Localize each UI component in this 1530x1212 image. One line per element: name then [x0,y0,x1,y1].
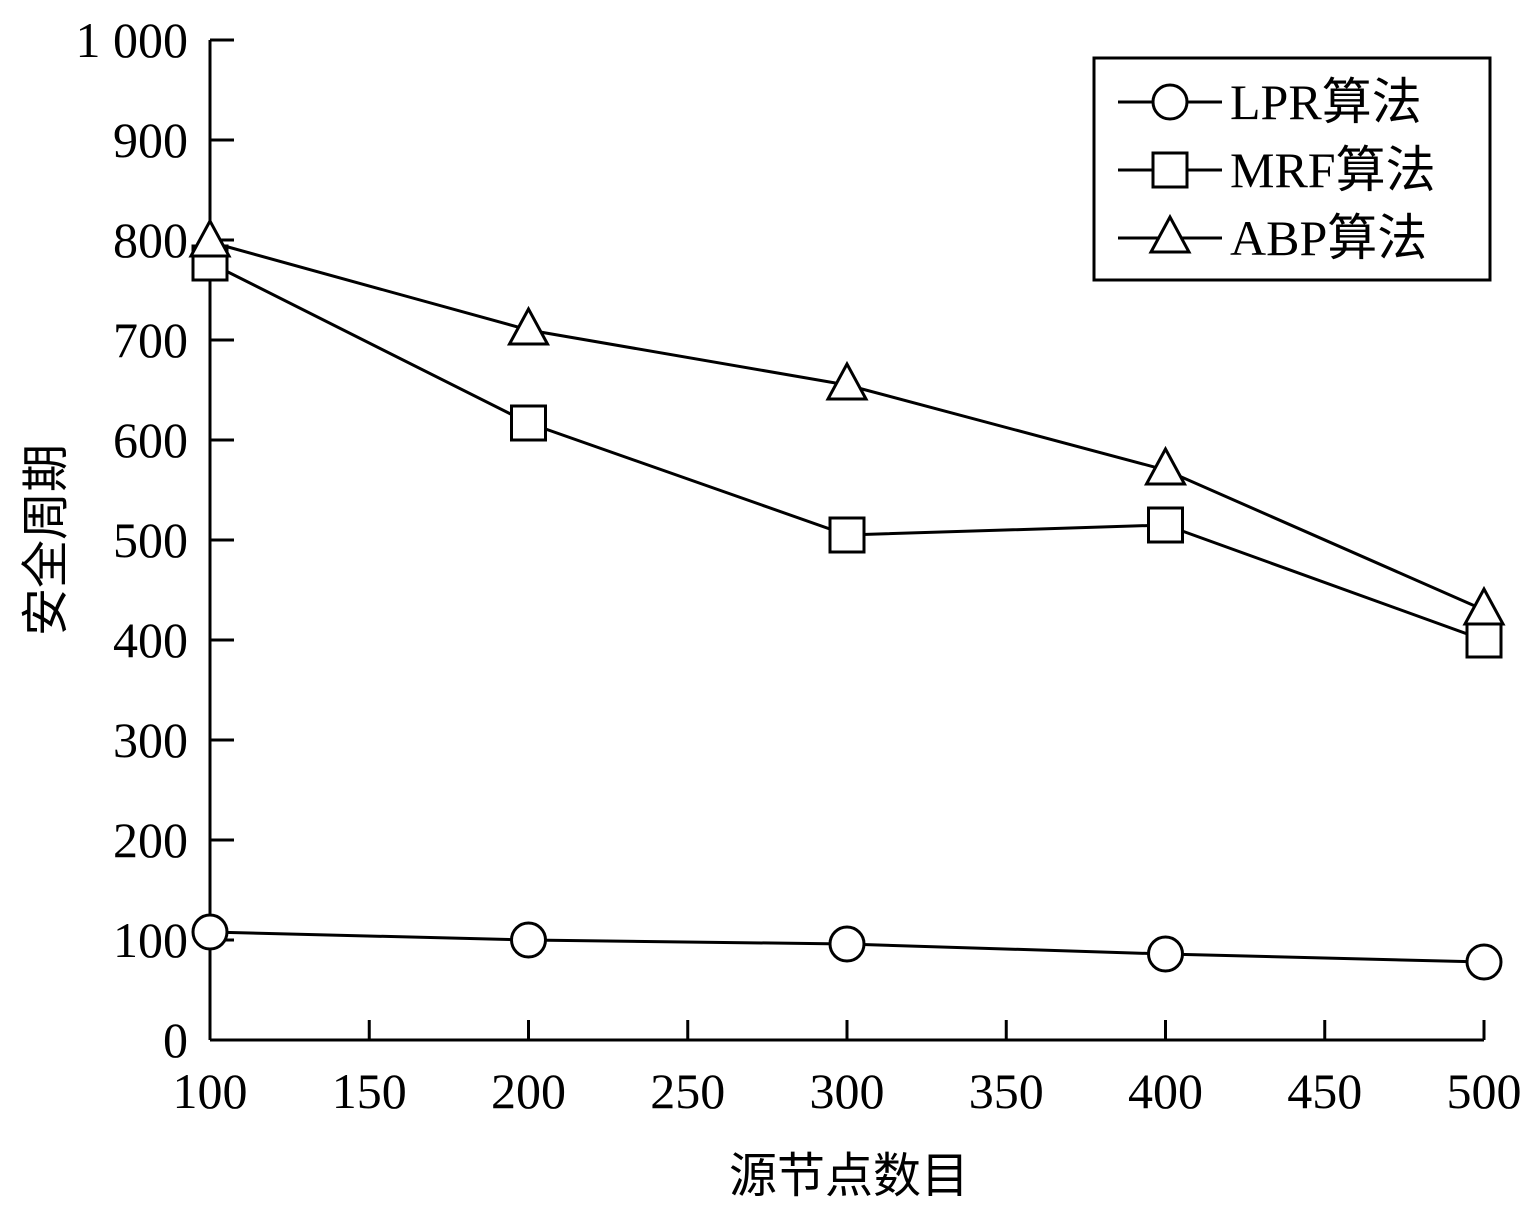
y-tick-label: 500 [113,512,188,568]
x-axis-title: 源节点数目 [729,1148,969,1204]
y-tick-label: 800 [113,212,188,268]
legend-marker [1151,151,1189,189]
y-tick-label: 100 [113,912,188,968]
data-point [1465,943,1503,981]
x-tick-label: 150 [332,1063,407,1119]
x-tick-label: 400 [1128,1063,1203,1119]
y-tick-label: 400 [113,612,188,668]
y-tick-label: 900 [113,112,188,168]
legend-marker [1151,83,1189,121]
y-tick-label: 0 [163,1012,188,1068]
series-circle [191,913,1503,981]
y-axis-title: 安全周期 [18,444,74,636]
legend: LPR算法 MRF算法 ABP算法 [1092,56,1492,282]
data-point [825,360,869,401]
data-point [188,217,232,258]
series-square [191,244,1503,659]
x-tick-label: 500 [1447,1063,1522,1119]
x-tick-label: 300 [810,1063,885,1119]
legend-marker [1148,213,1192,254]
y-tick-label: 600 [113,412,188,468]
x-tick-label: 450 [1287,1063,1362,1119]
data-point [828,516,866,554]
y-tick-label: 300 [113,712,188,768]
x-tick-label: 250 [650,1063,725,1119]
data-point [191,913,229,951]
data-point [1147,935,1184,973]
legend-label: ABP算法 [1230,210,1427,266]
y-tick-label: 1 000 [76,12,189,68]
y-tick-label: 200 [113,812,188,868]
data-point [1143,445,1188,486]
series-line [209,261,1485,642]
data-point [1465,621,1503,659]
series-triangle [188,217,1506,626]
data-point [828,925,866,963]
x-tick-label: 200 [491,1063,566,1119]
series-line [209,240,1485,612]
data-point [510,921,547,959]
data-point [510,404,547,442]
y-tick-label: 700 [113,312,188,368]
x-tick-label: 100 [173,1063,248,1119]
series-group [188,217,1506,981]
x-tick-label: 350 [969,1063,1044,1119]
legend-label: MRF算法 [1230,142,1436,198]
data-point [506,305,551,346]
data-point [1147,506,1184,544]
legend-label: LPR算法 [1230,74,1422,130]
data-point [1462,585,1506,626]
